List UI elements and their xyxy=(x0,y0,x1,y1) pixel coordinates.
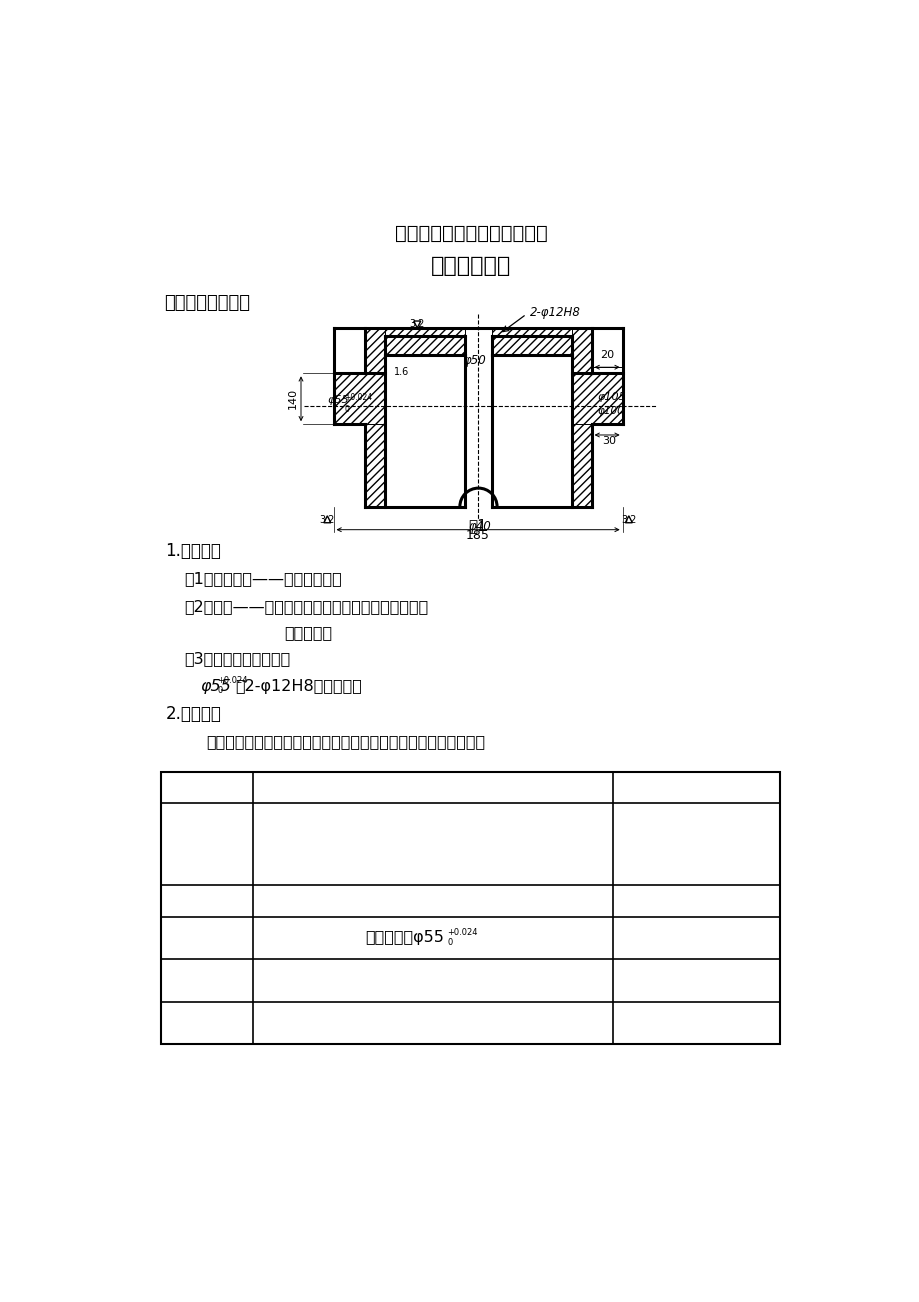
Text: 设备: 设备 xyxy=(686,779,706,797)
Text: +0.024: +0.024 xyxy=(217,676,247,685)
Polygon shape xyxy=(572,328,591,374)
Polygon shape xyxy=(323,516,331,523)
Text: +0.024: +0.024 xyxy=(344,393,372,402)
Text: 工序20: 工序20 xyxy=(187,893,227,909)
Text: 钒床、钒模: 钒床、钒模 xyxy=(672,1016,720,1030)
Text: 工序30: 工序30 xyxy=(187,931,227,945)
Text: 20: 20 xyxy=(599,350,614,359)
Text: 2-φ12H8: 2-φ12H8 xyxy=(530,306,581,319)
Text: 工序号: 工序号 xyxy=(192,779,222,797)
Text: 《组合夹具综合设计性实验》: 《组合夹具综合设计性实验》 xyxy=(394,224,548,242)
Text: 图1: 图1 xyxy=(468,518,486,534)
Text: φ55: φ55 xyxy=(327,395,348,405)
Text: φ55: φ55 xyxy=(200,678,231,694)
Text: 、2-φ12H8要求较高。: 、2-φ12H8要求较高。 xyxy=(235,678,361,694)
Text: （3）各加工面技术要求: （3）各加工面技术要求 xyxy=(185,651,290,667)
Text: 2.工艺路线: 2.工艺路线 xyxy=(165,704,221,723)
Text: （2）特点——对称、外形（圆柱面、有台阶、凸台）: （2）特点——对称、外形（圆柱面、有台阶、凸台） xyxy=(185,599,428,615)
Polygon shape xyxy=(572,424,591,506)
Text: 镢床、镢模: 镢床、镢模 xyxy=(672,931,720,945)
Text: 精车端面保证长185: 精车端面保证长185 xyxy=(383,857,482,872)
Bar xyxy=(162,772,779,1044)
Text: 根据零件的技术要求，遵循工艺规程的制定原则，拟定工艺路线。: 根据零件的技术要求，遵循工艺规程的制定原则，拟定工艺路线。 xyxy=(206,734,485,749)
Text: 工序内容: 工序内容 xyxy=(413,779,452,797)
Text: （1）零件类别——套类（长套）: （1）零件类别——套类（长套） xyxy=(185,572,342,586)
Polygon shape xyxy=(334,328,465,355)
Text: 鸣床、分度头: 鸣床、分度头 xyxy=(666,973,724,988)
Text: 工序40: 工序40 xyxy=(187,973,227,988)
Text: 通孔有台阶: 通孔有台阶 xyxy=(284,625,332,641)
Text: +0.024: +0.024 xyxy=(447,928,478,937)
Text: 工序50: 工序50 xyxy=(187,1016,227,1030)
Text: 鸣外凸台两端面，保证间距140: 鸣外凸台两端面，保证间距140 xyxy=(359,973,505,988)
Polygon shape xyxy=(364,424,384,506)
Text: 1.零件分析: 1.零件分析 xyxy=(165,542,221,560)
Text: φ105: φ105 xyxy=(597,392,626,402)
Polygon shape xyxy=(364,328,384,374)
Polygon shape xyxy=(491,328,622,355)
Text: 钒、扩、较径向孔至φ12H8: 钒、扩、较径向孔至φ12H8 xyxy=(362,1016,502,1030)
Text: 30: 30 xyxy=(602,436,616,447)
Text: 钒内孔至φ50: 钒内孔至φ50 xyxy=(398,893,467,909)
Text: 钒床、钒模: 钒床、钒模 xyxy=(672,893,720,909)
Text: 3.2: 3.2 xyxy=(409,319,425,328)
Text: 车床、卡盘: 车床、卡盘 xyxy=(672,836,720,852)
Text: φ100: φ100 xyxy=(597,406,624,417)
Polygon shape xyxy=(625,516,631,523)
Text: 工序10: 工序10 xyxy=(187,836,227,852)
Text: 0: 0 xyxy=(344,405,349,414)
Text: 粗车端面保证长188: 粗车端面保证长188 xyxy=(383,836,482,852)
Text: φ50: φ50 xyxy=(463,354,485,367)
Text: 实验报告要求: 实验报告要求 xyxy=(431,256,511,276)
Text: φ40: φ40 xyxy=(468,519,491,533)
Text: 1.6: 1.6 xyxy=(393,367,409,376)
Polygon shape xyxy=(334,374,384,424)
Text: 0: 0 xyxy=(217,686,222,695)
Polygon shape xyxy=(572,374,622,424)
Text: 0: 0 xyxy=(447,937,452,947)
Text: 一、零件工艺分析: 一、零件工艺分析 xyxy=(164,293,250,311)
Text: 3.2: 3.2 xyxy=(620,516,636,525)
Text: 140: 140 xyxy=(288,388,298,409)
Text: 镢台阶孔至φ55: 镢台阶孔至φ55 xyxy=(365,931,444,945)
Text: 3.2: 3.2 xyxy=(319,516,335,525)
Polygon shape xyxy=(414,322,420,328)
Text: 185: 185 xyxy=(465,529,489,542)
Text: 车外圆至φ105: 车外圆至φ105 xyxy=(392,816,472,831)
